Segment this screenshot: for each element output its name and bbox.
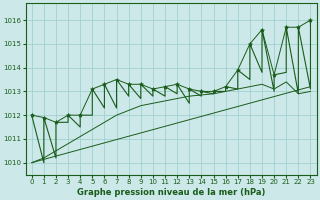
X-axis label: Graphe pression niveau de la mer (hPa): Graphe pression niveau de la mer (hPa): [77, 188, 265, 197]
